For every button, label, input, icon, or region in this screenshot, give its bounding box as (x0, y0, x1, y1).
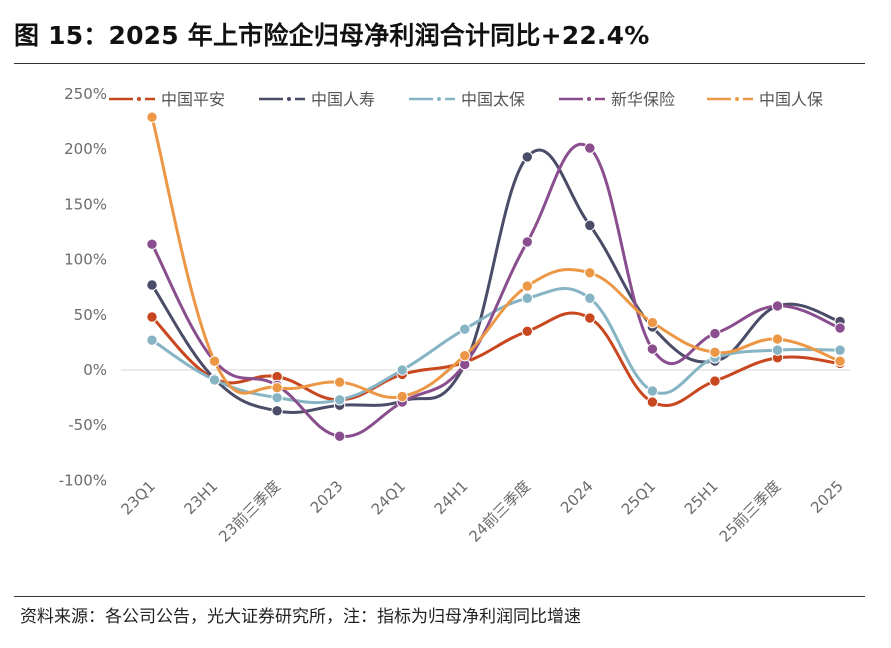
data-point (521, 236, 533, 248)
x-tick-label: 2023 (307, 477, 347, 517)
data-point (646, 343, 659, 355)
data-point (709, 327, 721, 340)
legend-swatch-dot (287, 97, 291, 101)
data-point (521, 325, 533, 338)
legend-label: 中国太保 (461, 90, 525, 109)
data-point (459, 323, 471, 335)
legend-item: 中国平安 (109, 90, 225, 109)
x-tick-label: 25前三季度 (716, 477, 785, 546)
source-rule (14, 596, 865, 597)
title-rule (14, 63, 865, 64)
y-tick-label: 150% (64, 195, 107, 213)
x-tick-label: 2025 (807, 477, 847, 517)
x-tick-label: 24Q1 (368, 477, 409, 518)
legend-label: 中国人保 (759, 90, 823, 109)
data-point (834, 344, 846, 356)
x-tick-label: 2024 (557, 477, 597, 517)
y-tick-label: 250% (64, 85, 107, 103)
figure-title: 图 15：2025 年上市险企归母净利润合计同比+22.4% (14, 21, 650, 50)
data-point (146, 111, 158, 123)
legend-item: 中国人保 (707, 90, 823, 109)
data-point (396, 390, 408, 403)
series-5 (146, 111, 846, 403)
data-point (208, 374, 221, 386)
legend-item: 中国太保 (409, 90, 525, 109)
y-tick-label: -100% (59, 471, 107, 489)
data-point (771, 344, 784, 356)
data-point (584, 142, 596, 154)
data-point (521, 280, 533, 292)
data-point (333, 376, 346, 388)
data-point (146, 334, 158, 346)
data-point (271, 391, 283, 404)
data-point (521, 151, 533, 163)
legend-swatch-dot (437, 97, 441, 101)
data-point (146, 238, 158, 250)
data-point (709, 346, 721, 359)
data-point (646, 316, 659, 329)
series-4 (146, 142, 846, 442)
data-point (709, 375, 721, 387)
data-point (646, 396, 659, 408)
axes: 250% 200% 150% 100% 50% 0% -50% -100% 23Q1 23H123… (59, 85, 850, 546)
data-point (333, 394, 346, 406)
y-tick-label: -50% (68, 416, 107, 434)
data-point (584, 312, 596, 324)
x-tick-label: 25H1 (681, 477, 722, 518)
data-point (834, 355, 846, 367)
data-point (771, 333, 784, 345)
data-point (146, 311, 158, 323)
x-tick-label: 23H1 (180, 477, 221, 518)
x-tick-label: 24前三季度 (465, 477, 534, 546)
data-point (646, 385, 659, 397)
data-point (459, 349, 471, 362)
y-tick-label: 200% (64, 140, 107, 158)
legend-item: 新华保险 (559, 90, 675, 109)
x-tick-label: 23Q1 (118, 477, 159, 518)
legend-label: 中国平安 (161, 90, 225, 109)
data-point (208, 355, 221, 367)
series-2 (146, 148, 846, 417)
data-point (584, 292, 596, 304)
legend-swatch-dot (137, 97, 141, 101)
data-point (271, 405, 283, 417)
x-tick-label: 25Q1 (618, 477, 659, 518)
data-point (771, 300, 784, 312)
data-point (271, 381, 283, 394)
source-note: 资料来源：各公司公告，光大证券研究所，注：指标为归母净利润同比增速 (20, 607, 581, 627)
data-point (584, 267, 596, 279)
series-layer (146, 111, 846, 442)
data-point (584, 219, 596, 232)
y-tick-label: 50% (74, 306, 107, 324)
data-point (146, 279, 158, 291)
y-tick-label: 0% (83, 361, 107, 379)
data-point (396, 364, 408, 376)
data-point (333, 430, 346, 442)
data-point (834, 322, 846, 334)
data-point (521, 292, 533, 304)
legend-label: 新华保险 (611, 90, 675, 109)
x-tick-label: 24H1 (431, 477, 472, 518)
y-tick-label: 100% (64, 251, 107, 269)
legend-label: 中国人寿 (311, 90, 375, 109)
legend-item: 中国人寿 (259, 90, 375, 109)
legend-swatch-dot (587, 97, 591, 101)
legend: 中国平安 中国人寿 中国太保 新华保险 中国人保 (109, 90, 823, 109)
x-tick-label: 23前三季度 (215, 477, 284, 546)
legend-swatch-dot (735, 97, 739, 101)
